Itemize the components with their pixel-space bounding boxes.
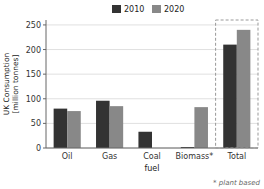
legend-label: 2010	[124, 5, 144, 14]
y-tick-label: 250	[26, 21, 41, 30]
y-axis-label: UK Consumption[million tonnes]	[2, 53, 20, 116]
x-tick-label: Total	[226, 152, 246, 161]
bar	[138, 132, 152, 148]
bar	[194, 107, 208, 148]
y-tick-label: 200	[26, 46, 41, 55]
grid-line	[46, 24, 258, 25]
footnote: * plant based	[213, 179, 260, 187]
bars	[54, 30, 251, 148]
bar	[110, 106, 124, 148]
legend: 2010 2020	[112, 5, 184, 14]
x-tick-label: Oil	[62, 152, 73, 161]
x-tick-label: Gas	[102, 152, 117, 161]
x-tick-label: Coal	[143, 152, 161, 161]
bar	[237, 30, 251, 148]
x-axis-label: fuel	[144, 164, 159, 173]
bar	[54, 109, 68, 148]
chart: 0 50 100 150 200 250 Oil Gas Coal Biomass* Total fu…	[0, 0, 264, 189]
bar	[67, 111, 81, 148]
highlight-box	[216, 20, 258, 148]
bar	[96, 101, 110, 148]
y-tick-label: 150	[26, 70, 41, 79]
bar	[223, 45, 237, 148]
legend-swatch	[112, 5, 121, 13]
legend-swatch	[152, 5, 161, 13]
y-tick-label: 0	[36, 144, 41, 153]
y-tick-label: 50	[31, 119, 41, 128]
x-tick-label: Biomass*	[176, 152, 214, 161]
y-tick-label: 100	[26, 95, 41, 104]
legend-label: 2020	[164, 5, 184, 14]
y-axis	[46, 20, 47, 148]
